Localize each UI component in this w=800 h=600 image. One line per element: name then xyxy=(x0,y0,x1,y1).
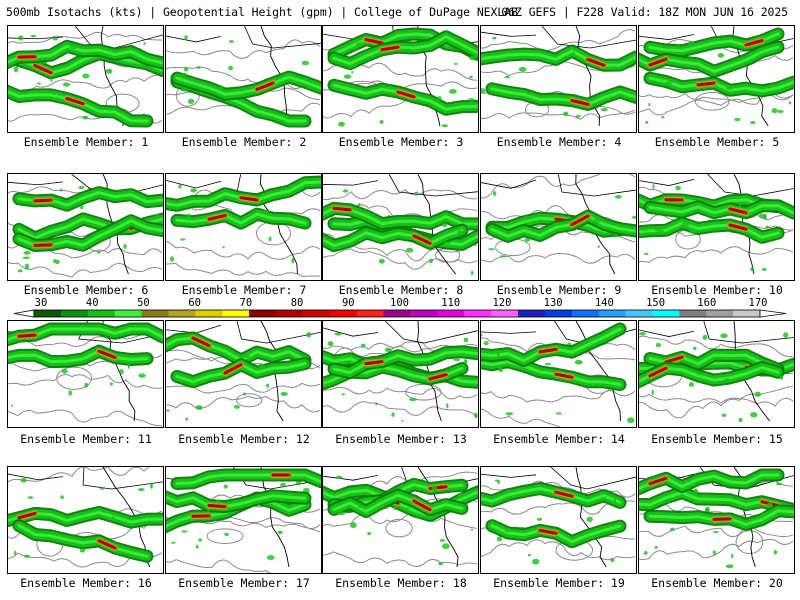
ensemble-map-panel[interactable] xyxy=(165,320,322,428)
color-scale-tick-label: 110 xyxy=(441,297,461,309)
ensemble-map xyxy=(8,26,163,128)
color-scale-tick-label: 160 xyxy=(697,297,717,309)
ensemble-member-label: Ensemble Member: 6 xyxy=(23,283,149,297)
ensemble-map-panel[interactable] xyxy=(7,320,164,428)
ensemble-map xyxy=(8,467,163,568)
ensemble-member-label: Ensemble Member: 16 xyxy=(20,576,152,590)
model-run-info: 06Z GEFS | F228 Valid: 18Z MON JUN 16 20… xyxy=(501,5,788,19)
ensemble-map xyxy=(323,26,478,128)
ensemble-map xyxy=(166,321,321,422)
ensemble-map xyxy=(639,321,794,422)
color-scale-tick-label: 80 xyxy=(290,297,304,309)
ensemble-map xyxy=(323,174,478,276)
color-scale-tick-label: 170 xyxy=(748,297,768,309)
ensemble-map-panel[interactable] xyxy=(480,173,637,281)
ensemble-map xyxy=(8,321,163,427)
ensemble-member-label: Ensemble Member: 12 xyxy=(178,432,310,446)
ensemble-member-label: Ensemble Member: 5 xyxy=(654,135,780,149)
color-scale-tick-label: 90 xyxy=(341,297,355,309)
ensemble-member-label: Ensemble Member: 15 xyxy=(651,432,783,446)
ensemble-member-label: Ensemble Member: 8 xyxy=(338,283,464,297)
ensemble-map-panel[interactable] xyxy=(322,466,479,574)
ensemble-map-panel[interactable] xyxy=(165,25,322,133)
ensemble-map-panel[interactable] xyxy=(7,25,164,133)
ensemble-member-label: Ensemble Member: 7 xyxy=(181,283,307,297)
ensemble-member-label: Ensemble Member: 17 xyxy=(178,576,310,590)
ensemble-member-label: Ensemble Member: 13 xyxy=(335,432,467,446)
ensemble-map xyxy=(166,26,321,128)
ensemble-map xyxy=(639,26,794,127)
ensemble-map-panel[interactable] xyxy=(7,466,164,574)
ensemble-member-label: Ensemble Member: 2 xyxy=(181,135,307,149)
color-scale-tick-label: 50 xyxy=(137,297,150,309)
ensemble-member-label: Ensemble Member: 11 xyxy=(20,432,152,446)
ensemble-map-panel[interactable] xyxy=(322,320,479,428)
ensemble-map xyxy=(323,467,478,568)
ensemble-member-label: Ensemble Member: 1 xyxy=(23,135,149,149)
ensemble-map-panel[interactable] xyxy=(638,466,795,574)
ensemble-member-label: Ensemble Member: 10 xyxy=(651,283,783,297)
ensemble-map-panel[interactable] xyxy=(165,173,322,281)
ensemble-map-panel[interactable] xyxy=(322,25,479,133)
ensemble-map-panel[interactable] xyxy=(638,25,795,133)
ensemble-map xyxy=(639,467,794,569)
color-scale-tick-label: 130 xyxy=(543,297,563,309)
ensemble-member-label: Ensemble Member: 9 xyxy=(496,283,622,297)
ensemble-map xyxy=(481,174,636,275)
ensemble-map xyxy=(481,321,636,427)
map-title: 500mb Isotachs (kts) | Geopotential Heig… xyxy=(6,5,518,19)
ensemble-member-label: Ensemble Member: 20 xyxy=(651,576,783,590)
ensemble-member-label: Ensemble Member: 4 xyxy=(496,135,622,149)
ensemble-map xyxy=(8,174,163,278)
ensemble-map xyxy=(166,174,321,277)
ensemble-map xyxy=(323,321,478,422)
ensemble-map-panel[interactable] xyxy=(165,466,322,574)
color-scale-tick-label: 150 xyxy=(646,297,666,309)
color-scale-tick-label: 40 xyxy=(85,297,99,309)
ensemble-map-panel[interactable] xyxy=(638,173,795,281)
ensemble-map-panel[interactable] xyxy=(480,25,637,133)
color-scale-tick-label: 140 xyxy=(594,297,614,309)
ensemble-member-label: Ensemble Member: 14 xyxy=(493,432,625,446)
ensemble-map xyxy=(166,467,321,573)
ensemble-map-panel[interactable] xyxy=(322,173,479,281)
ensemble-map-panel[interactable] xyxy=(480,466,637,574)
color-scale-tick-label: 120 xyxy=(492,297,512,309)
ensemble-member-label: Ensemble Member: 18 xyxy=(335,576,467,590)
color-scale-tick-label: 100 xyxy=(390,297,409,309)
color-scale-tick-label: 70 xyxy=(239,297,253,309)
ensemble-map-panel[interactable] xyxy=(480,320,637,428)
color-scale-tick-label: 60 xyxy=(188,297,201,309)
ensemble-map xyxy=(481,467,636,568)
ensemble-map-panel[interactable] xyxy=(7,173,164,281)
ensemble-map-panel[interactable] xyxy=(638,320,795,428)
ensemble-map xyxy=(639,174,794,275)
isotach-color-scale xyxy=(13,309,787,318)
ensemble-map xyxy=(481,26,636,127)
ensemble-member-label: Ensemble Member: 3 xyxy=(338,135,464,149)
color-scale-tick-label: 30 xyxy=(34,297,48,309)
ensemble-member-label: Ensemble Member: 19 xyxy=(493,576,625,590)
